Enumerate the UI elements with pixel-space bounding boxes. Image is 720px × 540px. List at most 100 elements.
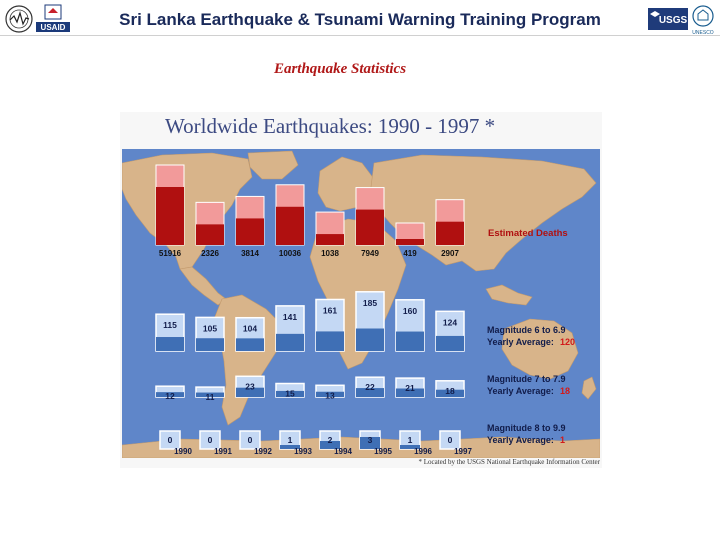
mag6-value-1995: 185: [363, 298, 377, 308]
program-title: Sri Lanka Earthquake & Tsunami Warning T…: [119, 10, 601, 29]
deaths-fill-1994: [316, 234, 344, 245]
mag7-fill-1997: [436, 389, 464, 397]
mag8-value-1990: 0: [168, 435, 173, 445]
mag7-fill-1996: [396, 388, 424, 397]
mag7-fill-1991: [196, 392, 224, 397]
mag6-fill-1993: [276, 333, 304, 351]
mag7-fill-1995: [356, 388, 384, 397]
mag7-value-1990: 12: [165, 391, 175, 401]
deaths-legend-label: Estimated Deaths: [488, 228, 568, 239]
mag6-average-value: 120: [560, 337, 575, 347]
footnote: * Located by the USGS National Earthquak…: [418, 458, 600, 466]
mag7-value-1991: 11: [206, 392, 215, 402]
mag8-value-1994: 2: [328, 435, 333, 445]
mag8-average-value: 1: [560, 435, 565, 445]
deaths-fill-1992: [236, 218, 264, 245]
deaths-value-1997: 2907: [441, 249, 459, 258]
mag6-fill-1991: [196, 338, 224, 351]
unesco-logo: UNESCO: [692, 5, 714, 36]
deaths-value-1992: 3814: [241, 249, 259, 258]
mag8-average-label: Yearly Average:: [487, 435, 554, 445]
year-label-1995: 1995: [374, 447, 392, 456]
deaths-fill-1990: [156, 187, 184, 245]
year-label-1991: 1991: [214, 447, 232, 456]
mag8-box-1991: [199, 430, 221, 450]
australia-land: [501, 318, 579, 380]
mag8-box-1990: [159, 430, 181, 450]
mag8-value-1997: 0: [448, 435, 453, 445]
mag7-fill-1992: [236, 387, 264, 397]
usaid-logo-text: USAID: [41, 23, 66, 32]
mag7-value-1996: 21: [405, 383, 415, 393]
deaths-value-1996: 419: [403, 249, 417, 258]
deaths-fill-1997: [436, 221, 464, 245]
indonesia-land: [485, 284, 533, 306]
mag7-value-1992: 23: [245, 381, 255, 391]
chart-title: Worldwide Earthquakes: 1990 - 1997 *: [165, 114, 496, 138]
mag8-label: Magnitude 8 to 9.9: [487, 423, 566, 433]
deaths-value-1993: 10036: [279, 249, 302, 258]
mag7-label: Magnitude 7 to 7.9: [487, 374, 566, 384]
mag6-value-1993: 141: [283, 312, 297, 322]
year-label-1992: 1992: [254, 447, 272, 456]
mag6-value-1996: 160: [403, 306, 417, 316]
mag6-average-label: Yearly Average:: [487, 337, 554, 347]
mag8-value-1992: 0: [248, 435, 253, 445]
mag8-fill-1993: [280, 445, 300, 449]
header-divider: [0, 35, 720, 36]
mag7-fill-1990: [156, 392, 184, 397]
year-label-1994: 1994: [334, 447, 352, 456]
mag8-value-1991: 0: [208, 435, 213, 445]
mag6-value-1997: 124: [443, 317, 457, 327]
usaid-logo: USAID: [36, 4, 70, 32]
year-label-1997: 1997: [454, 447, 472, 456]
mag7-fill-1993: [276, 390, 304, 397]
mag8-fill-1995: [360, 437, 380, 449]
mag6-fill-1996: [396, 331, 424, 351]
year-label-1993: 1993: [294, 447, 312, 456]
mag6-fill-1997: [436, 335, 464, 351]
mag6-fill-1995: [356, 328, 384, 351]
year-label-1990: 1990: [174, 447, 192, 456]
mag7-average-label: Yearly Average:: [487, 386, 554, 396]
mag6-value-1991: 105: [203, 323, 217, 333]
deaths-fill-1995: [356, 209, 384, 245]
deaths-fill-1993: [276, 206, 304, 245]
mag8-fill-1996: [400, 445, 420, 449]
north-america-land: [121, 152, 253, 270]
mag6-fill-1992: [236, 338, 264, 351]
mag8-value-1996: 1: [408, 435, 413, 445]
year-label-1996: 1996: [414, 447, 432, 456]
mag6-label: Magnitude 6 to 6.9: [487, 325, 566, 335]
mag8-box-1992: [239, 430, 261, 450]
mag6-value-1992: 104: [243, 324, 257, 334]
mag7-fill-1994: [316, 391, 344, 397]
world-map: 51916 2326 3814 10036 1038 7949 419 2907 Estimat…: [121, 149, 601, 459]
mag8-value-1993: 1: [288, 435, 293, 445]
deaths-value-1994: 1038: [321, 249, 339, 258]
deaths-value-1991: 2326: [201, 249, 219, 258]
deaths-value-1990: 51916: [159, 249, 182, 258]
mag6-value-1990: 115: [163, 320, 177, 330]
mag7-value-1993: 15: [285, 389, 295, 399]
world-map-panel: 51916 2326 3814 10036 1038 7949 419 2907 Estimat…: [121, 149, 601, 459]
mag7-value-1995: 22: [365, 382, 375, 392]
seismograph-logo-icon: [5, 5, 33, 33]
usgs-logo: USGS: [648, 8, 688, 30]
deaths-fill-1991: [196, 224, 224, 245]
unesco-logo-text: UNESCO: [692, 30, 714, 36]
mag7-value-1994: 13: [325, 390, 335, 400]
usgs-logo-text: USGS: [659, 15, 688, 26]
mag6-fill-1990: [156, 337, 184, 351]
deaths-fill-1996: [396, 239, 424, 245]
new-zealand-land: [581, 376, 597, 400]
earthquake-figure: Worldwide Earthquakes: 1990 - 1997 * 519…: [120, 112, 602, 468]
deaths-value-1995: 7949: [361, 249, 379, 258]
header-bar: USAID Sri Lanka Earthquake & Tsunami War…: [0, 0, 720, 40]
mag8-box-1997: [439, 430, 461, 450]
mag8-fill-1994: [320, 441, 340, 449]
section-title: Earthquake Statistics: [273, 61, 407, 77]
mag7-average-value: 18: [560, 386, 570, 396]
mag6-fill-1994: [316, 331, 344, 351]
mag6-value-1994: 161: [323, 305, 337, 315]
